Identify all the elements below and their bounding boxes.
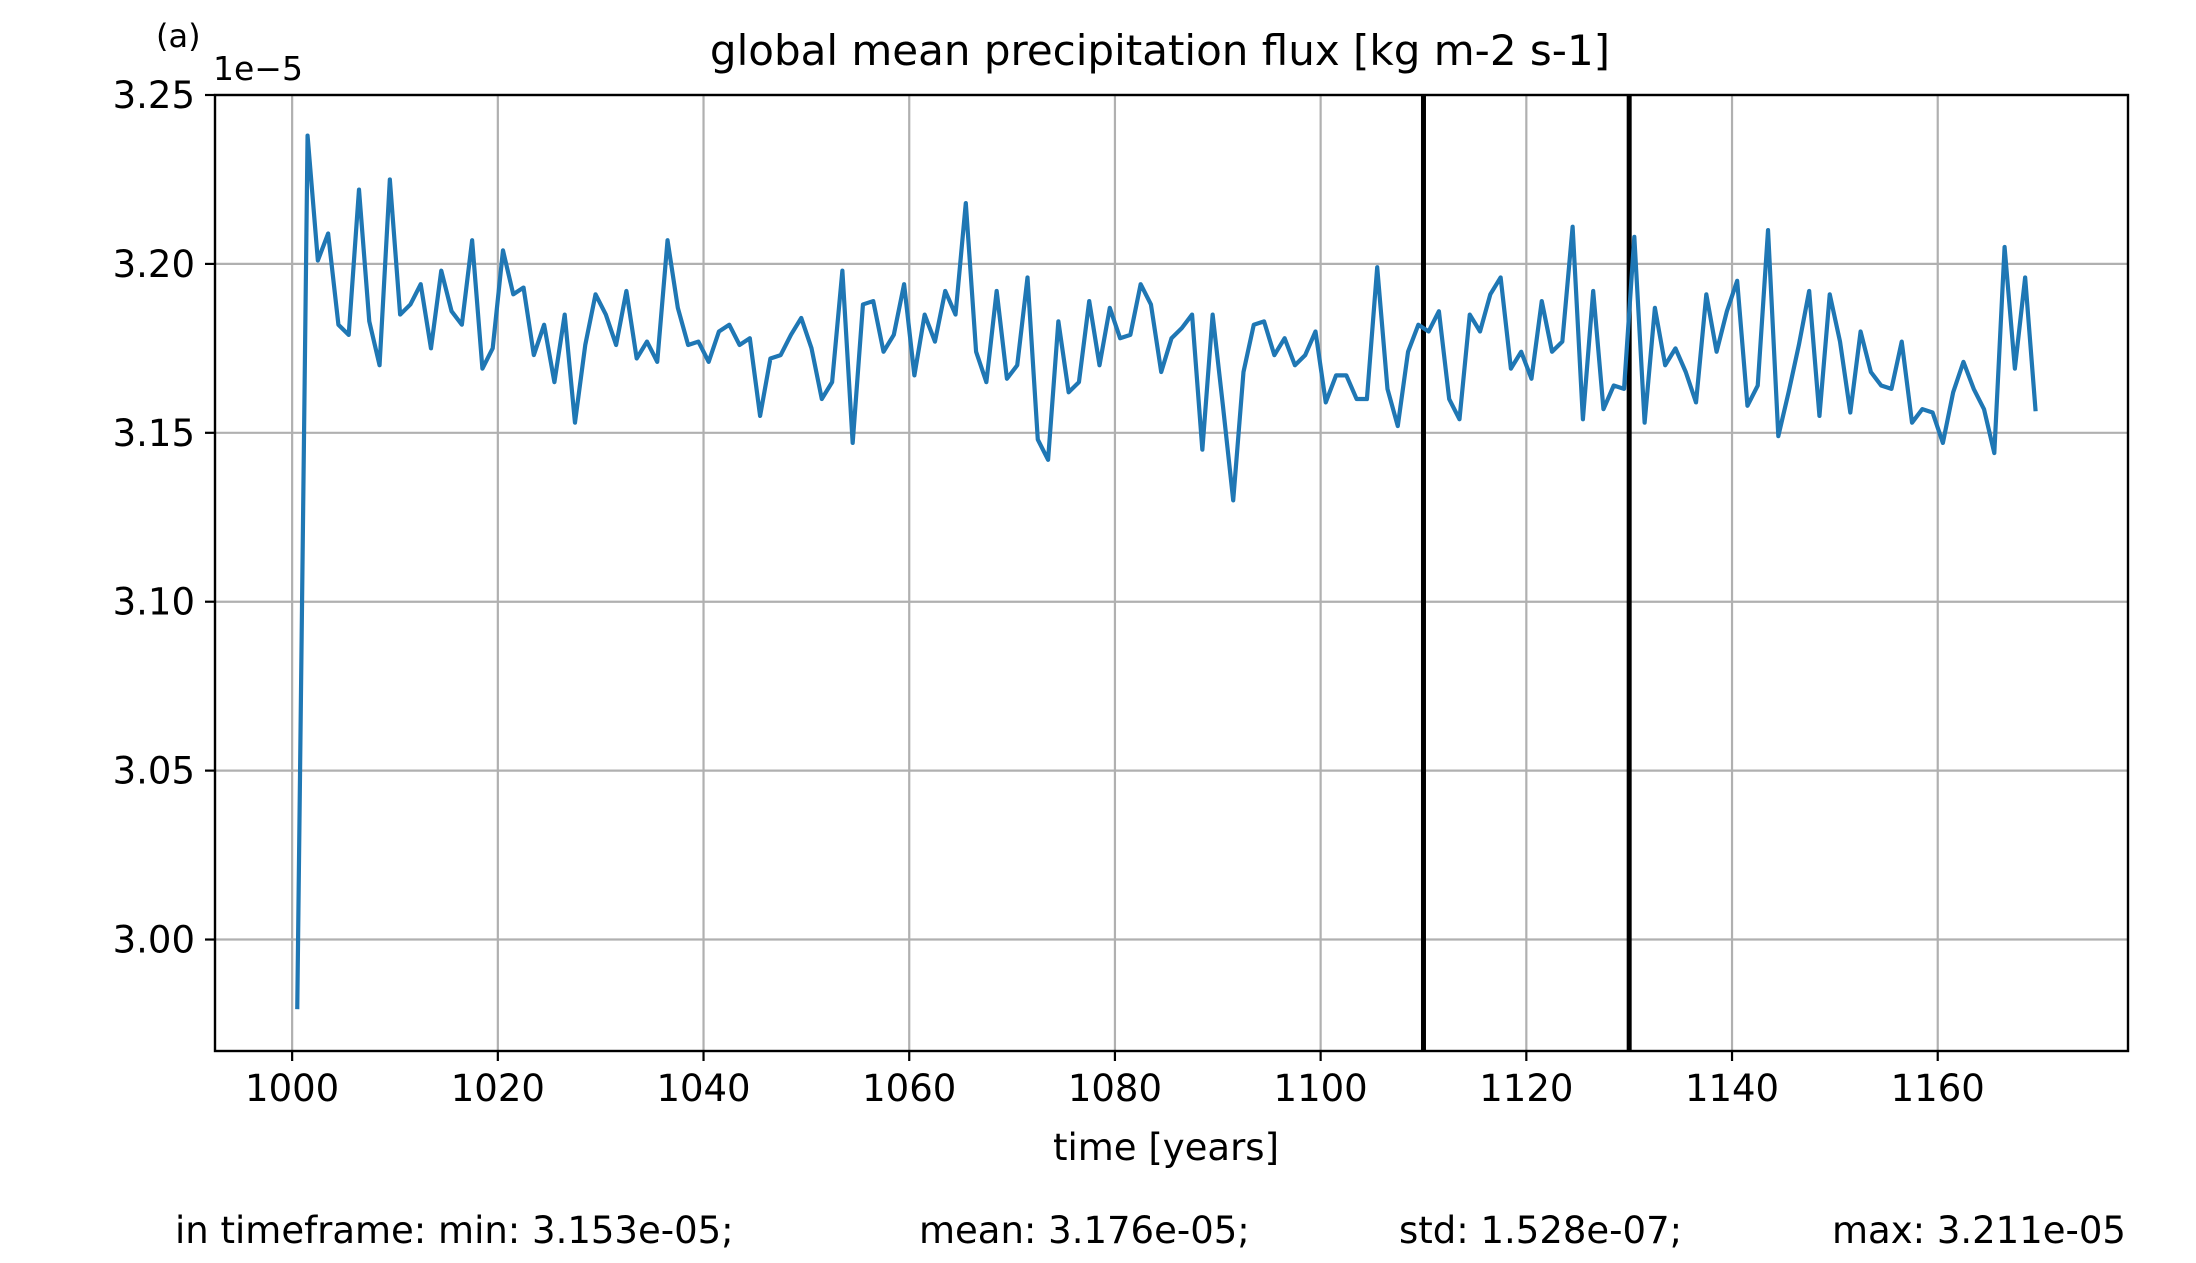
x-tick-label: 1080 — [1068, 1067, 1162, 1110]
series-line — [295, 133, 2038, 1010]
x-tick-label: 1040 — [656, 1067, 750, 1110]
stat-min: in timeframe: min: 3.153e-05; — [175, 1209, 734, 1252]
x-tick-label: 1140 — [1685, 1067, 1779, 1110]
x-tick-label: 1000 — [245, 1067, 339, 1110]
x-tick-label: 1160 — [1891, 1067, 1985, 1110]
stat-std: std: 1.528e-07; — [1399, 1209, 1682, 1252]
axis-ticks: 1000 1020 1040 1060 1080 1100 1120 1140 1160 3.00… — [113, 74, 1985, 1110]
y-tick-label: 3.15 — [113, 412, 195, 455]
y-tick-label: 3.05 — [113, 750, 195, 793]
stat-max: max: 3.211e-05 — [1832, 1209, 2126, 1252]
x-tick-label: 1120 — [1479, 1067, 1573, 1110]
y-tick-label: 3.25 — [113, 74, 195, 117]
axis-offset-label: 1e−5 — [213, 49, 303, 88]
x-tick-label: 1060 — [862, 1067, 956, 1110]
y-tick-label: 3.20 — [113, 243, 195, 286]
chart-title: global mean precipitation flux [kg m-2 s… — [710, 26, 1610, 75]
y-tick-label: 3.00 — [113, 919, 195, 962]
marker-lines — [1420, 95, 1632, 1051]
plot-frame — [213, 93, 2130, 1053]
x-axis-label: time [years] — [1053, 1126, 1279, 1169]
panel-label: (a) — [156, 17, 201, 55]
x-tick-label: 1100 — [1274, 1067, 1368, 1110]
y-tick-label: 3.10 — [113, 581, 195, 624]
x-tick-label: 1020 — [451, 1067, 545, 1110]
stat-mean: mean: 3.176e-05; — [919, 1209, 1250, 1252]
